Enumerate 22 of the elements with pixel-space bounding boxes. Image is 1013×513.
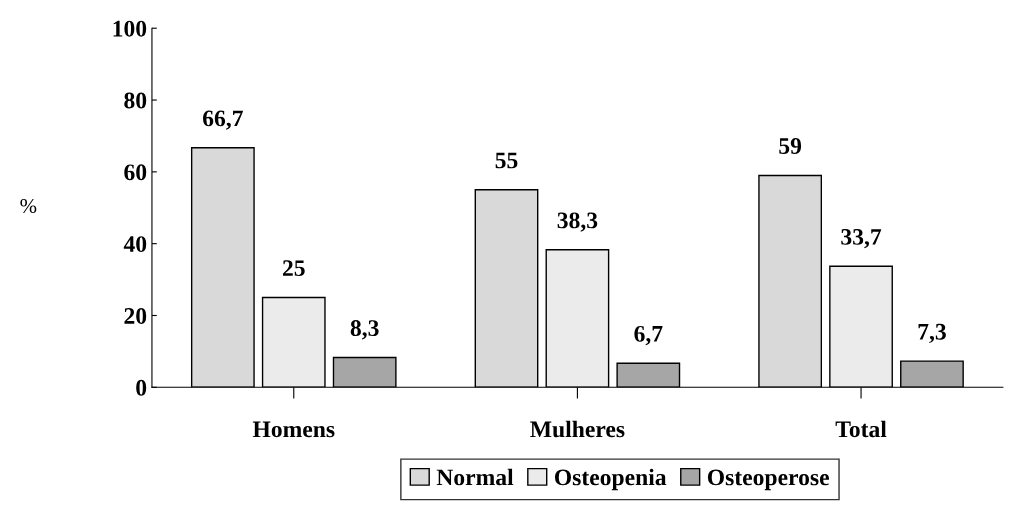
y-tick-label: 0 bbox=[136, 379, 147, 396]
data-label: 55 bbox=[495, 152, 518, 169]
data-label: 8,3 bbox=[350, 320, 379, 340]
y-tick-label: 60 bbox=[124, 164, 147, 181]
y-tick-label: 40 bbox=[123, 236, 147, 253]
legend-label: Normal bbox=[436, 468, 514, 486]
data-label: 33,7 bbox=[841, 228, 882, 249]
data-label: 7,3 bbox=[918, 323, 946, 344]
data-label: 66,7 bbox=[203, 110, 243, 130]
data-label: 25 bbox=[282, 260, 305, 277]
x-tick-label: Total bbox=[835, 420, 887, 438]
x-tick-label: Mulheres bbox=[530, 420, 625, 438]
y-axis-title: % bbox=[20, 198, 37, 214]
y-tick-label: 100 bbox=[113, 20, 147, 37]
y-tick-label: 20 bbox=[124, 307, 147, 324]
data-label: 59 bbox=[779, 138, 802, 154]
data-label: 6,7 bbox=[634, 325, 663, 346]
y-tick-label: 80 bbox=[124, 92, 147, 109]
legend-label: Osteopenia bbox=[554, 468, 667, 491]
data-label: 38,3 bbox=[557, 212, 598, 232]
legend-label: Osteoperose bbox=[707, 469, 829, 491]
x-tick-label: Homens bbox=[252, 421, 335, 438]
